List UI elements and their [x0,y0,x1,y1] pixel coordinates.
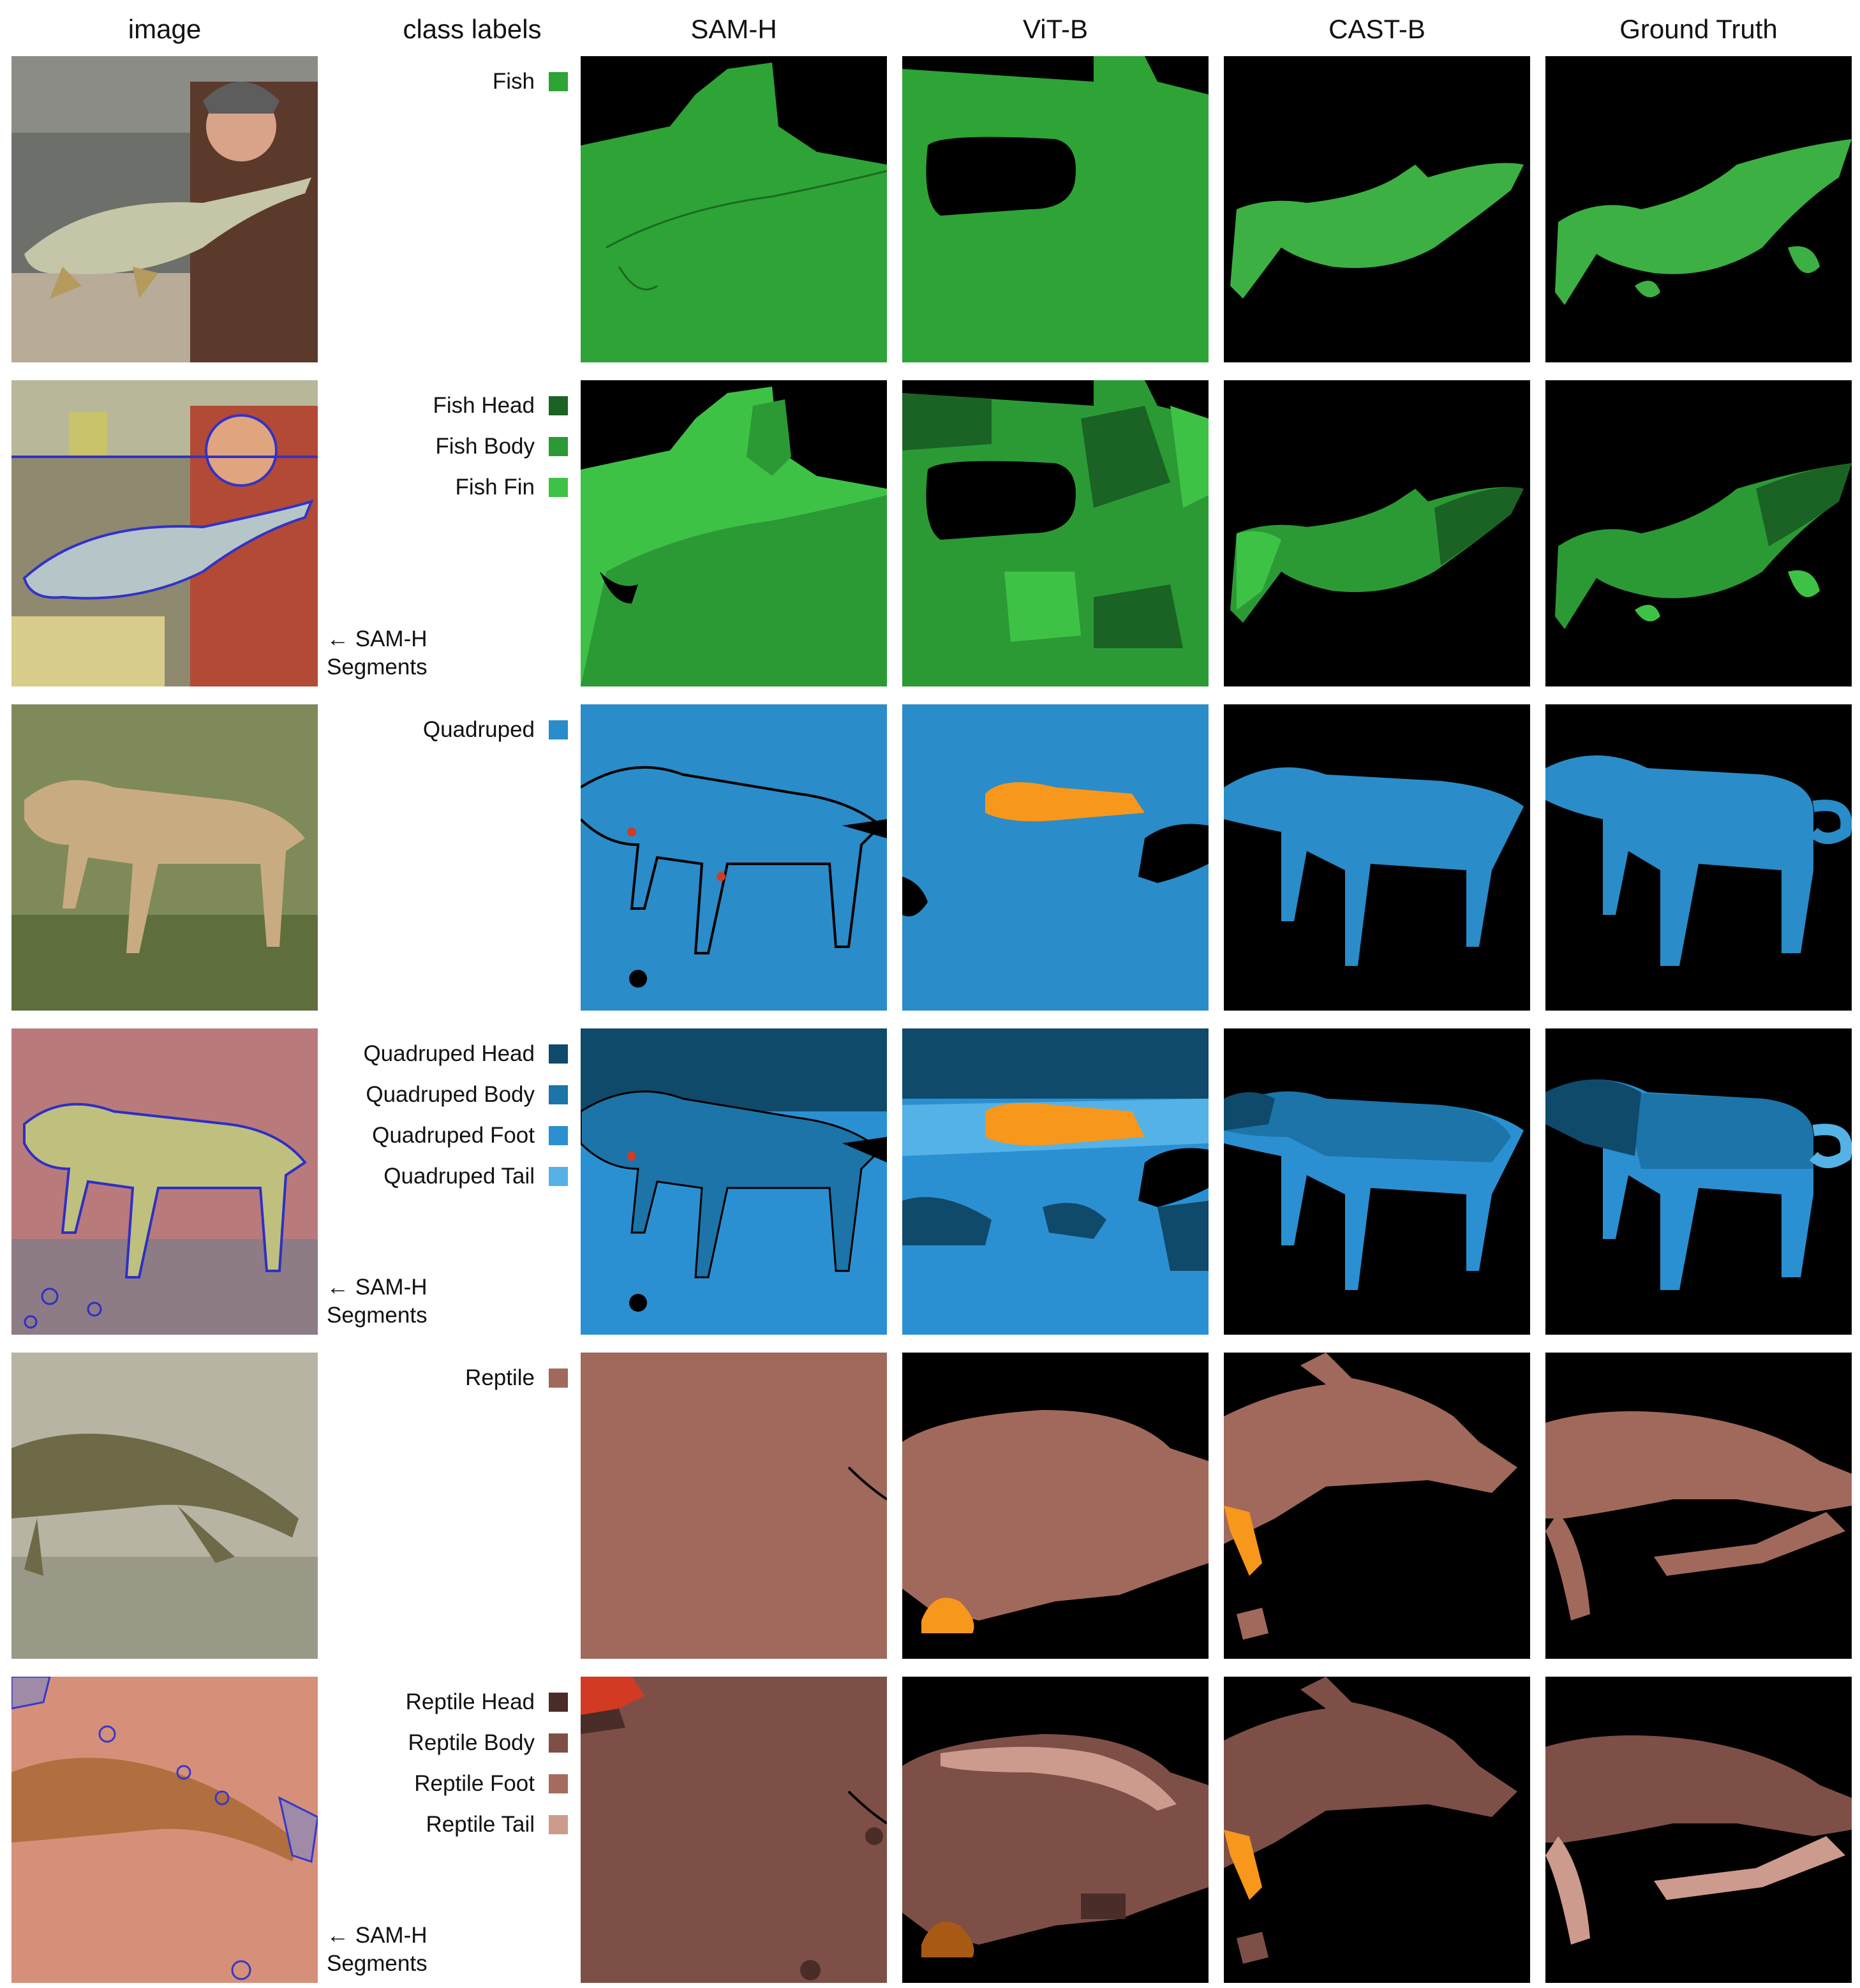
input-photo-dog [11,704,318,1011]
sam-h-segments-note: ← SAM-H Segments [327,1275,428,1328]
mask-vit-b-reptile-parts [902,1677,1209,1983]
mask-ground-truth-quadruped-parts [1545,1028,1852,1335]
class-label-quadruped: Quadruped [423,716,568,744]
class-label-fish-body: Fish Body [435,433,568,461]
column-header-cast-b: CAST-B [1328,14,1425,44]
input-photo-dog-segments [11,1028,318,1335]
figure-row-reptile: Reptile [0,1353,1860,1659]
class-label-fish-head: Fish Head [433,392,568,420]
input-photo-fish-segments [11,380,318,686]
mask-sam-h-reptile [581,1353,887,1659]
class-label-reptile-tail: Reptile Tail [426,1811,568,1839]
column-header-vit-b: ViT-B [1023,14,1088,44]
figure-row-fish-parts: Fish Head Fish Body Fish Fin ← SAM-H Seg… [0,380,1860,686]
input-photo-lizard [11,1353,318,1659]
class-labels-fish-parts: Fish Head Fish Body Fish Fin [319,380,568,686]
class-swatch [549,720,568,739]
mask-cast-b-quadruped [1224,704,1530,1011]
class-label-reptile: Reptile [465,1364,568,1392]
mask-sam-h-fish-parts [581,380,887,686]
class-swatch [549,437,568,456]
class-labels-reptile-parts: Reptile Head Reptile Body Reptile Foot R… [319,1677,568,1983]
class-label-quadruped-tail: Quadruped Tail [383,1162,568,1191]
class-label-reptile-foot: Reptile Foot [414,1770,568,1798]
mask-cast-b-reptile [1224,1353,1530,1659]
column-header-class-labels: class labels [403,14,542,44]
class-label-reptile-head: Reptile Head [406,1688,568,1716]
figure-row-quadruped: Quadruped [0,704,1860,1011]
class-labels-quadruped: Quadruped [319,704,568,1011]
sam-h-segments-note: ← SAM-H Segments [327,627,428,679]
mask-vit-b-fish-parts [902,380,1209,686]
mask-ground-truth-reptile-parts [1545,1677,1852,1983]
class-label-fish-fin: Fish Fin [456,473,568,501]
mask-vit-b-fish [902,56,1209,362]
class-swatch [549,1693,568,1712]
class-label-fish: Fish [493,68,568,96]
class-swatch [549,1044,568,1064]
figure-row-quadruped-parts: Quadruped Head Quadruped Body Quadruped … [0,1028,1860,1335]
input-photo-lizard-segments [11,1677,318,1983]
mask-ground-truth-fish-parts [1545,380,1852,686]
mask-cast-b-fish [1224,56,1530,362]
class-swatch [549,396,568,415]
mask-ground-truth-quadruped [1545,704,1852,1011]
class-swatch [549,1126,568,1145]
mask-vit-b-reptile [902,1353,1209,1659]
mask-vit-b-quadruped [902,704,1209,1011]
mask-cast-b-reptile-parts [1224,1677,1530,1983]
class-swatch [549,1369,568,1388]
class-label-quadruped-body: Quadruped Body [366,1081,568,1109]
column-header-sam-h: SAM-H [690,14,777,44]
class-swatch [549,1774,568,1793]
mask-cast-b-quadruped-parts [1224,1028,1530,1335]
mask-vit-b-quadruped-parts [902,1028,1209,1335]
mask-sam-h-reptile-parts [581,1677,887,1983]
input-photo-fish [11,56,318,362]
class-swatch [549,1815,568,1834]
mask-sam-h-quadruped-parts [581,1028,887,1335]
class-label-reptile-body: Reptile Body [408,1729,568,1757]
class-swatch [549,1733,568,1753]
class-label-quadruped-foot: Quadruped Foot [372,1122,568,1150]
mask-cast-b-fish-parts [1224,380,1530,686]
mask-ground-truth-reptile [1545,1353,1852,1659]
class-swatch [549,1167,568,1186]
class-labels-fish: Fish [319,56,568,362]
class-labels-quadruped-parts: Quadruped Head Quadruped Body Quadruped … [319,1028,568,1335]
figure-row-reptile-parts: Reptile Head Reptile Body Reptile Foot R… [0,1677,1860,1983]
column-header-ground-truth: Ground Truth [1619,14,1778,44]
class-labels-reptile: Reptile [319,1353,568,1659]
class-label-quadruped-head: Quadruped Head [363,1040,568,1068]
figure-row-fish: Fish [0,56,1860,362]
mask-sam-h-fish [581,56,887,362]
mask-sam-h-quadruped [581,704,887,1011]
class-swatch [549,72,568,91]
sam-h-segments-note: ← SAM-H Segments [327,1923,428,1976]
class-swatch [549,478,568,497]
mask-ground-truth-fish [1545,56,1852,362]
class-swatch [549,1085,568,1104]
column-header-image: image [128,14,202,44]
